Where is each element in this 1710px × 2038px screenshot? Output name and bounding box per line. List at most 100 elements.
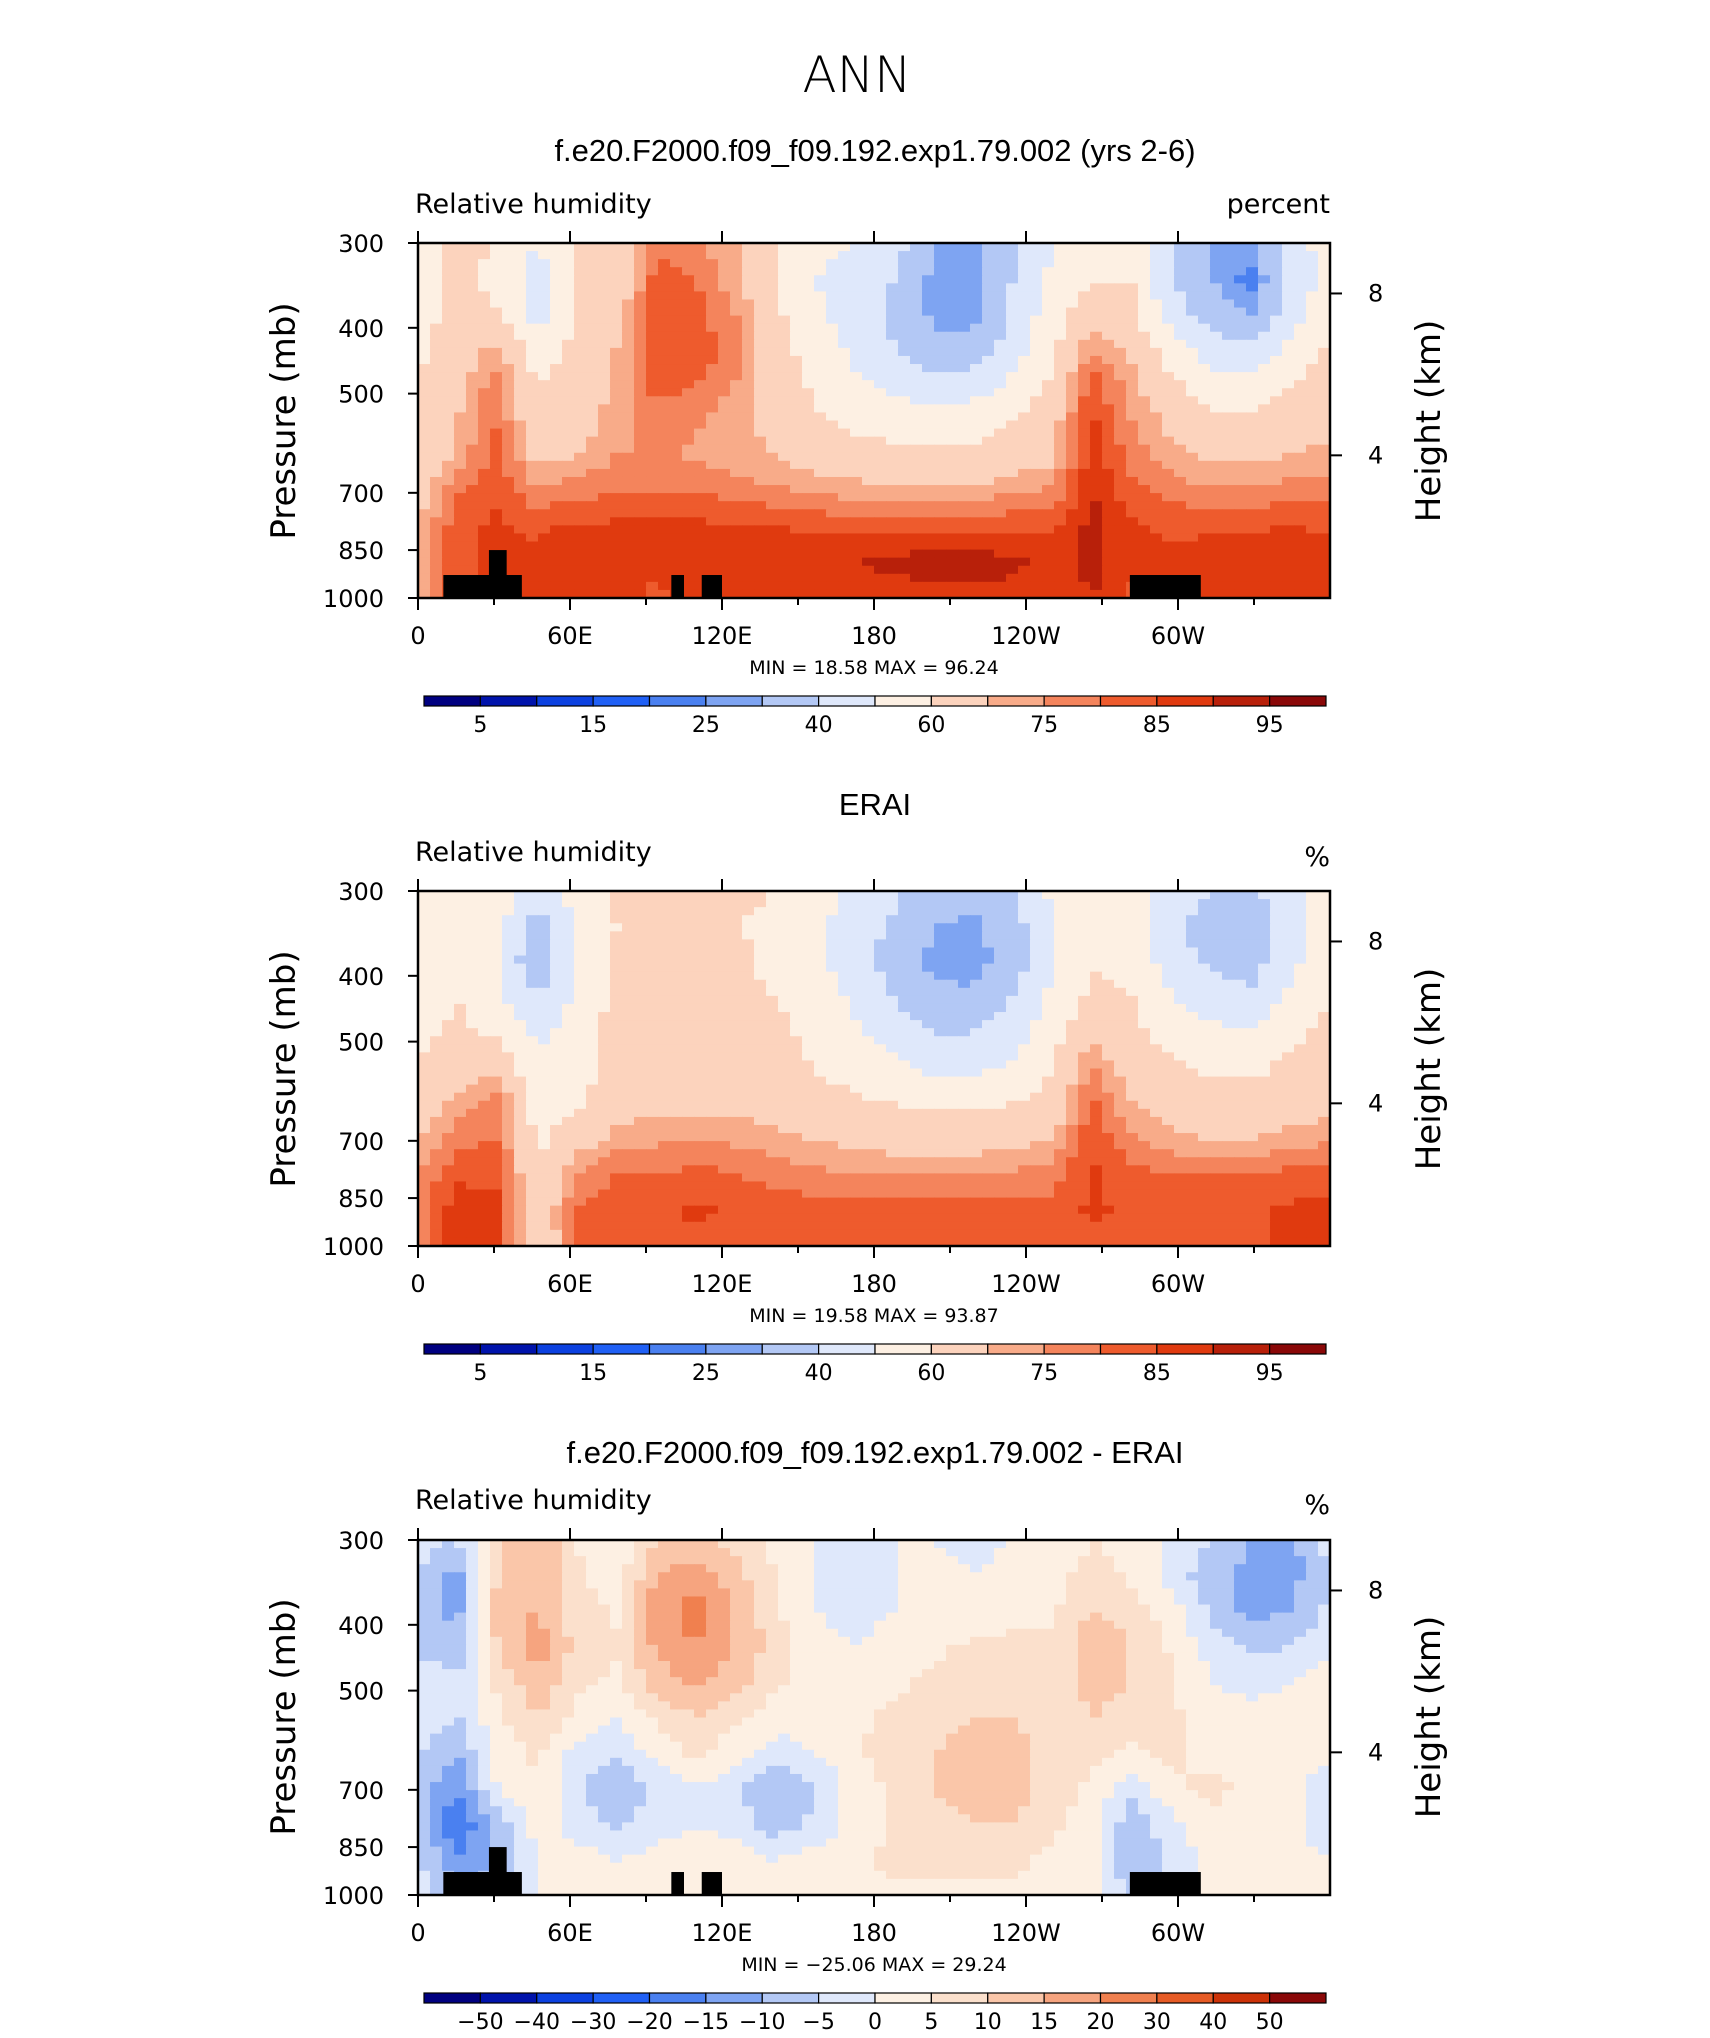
field-cell bbox=[922, 971, 935, 981]
field-cell bbox=[838, 907, 851, 916]
field-cell bbox=[1222, 501, 1235, 510]
field-cell bbox=[1066, 315, 1079, 325]
field-cell bbox=[826, 460, 839, 470]
field-cell bbox=[1114, 987, 1127, 997]
field-cell bbox=[1162, 557, 1175, 567]
field-cell bbox=[814, 1052, 827, 1062]
field-cell bbox=[754, 987, 767, 997]
field-cell bbox=[1030, 971, 1043, 981]
panel-model: f.e20.F2000.f09_f09.192.exp1.79.002 (yrs… bbox=[264, 133, 1449, 738]
field-cell bbox=[862, 1020, 875, 1029]
field-cell bbox=[622, 420, 635, 430]
field-cell bbox=[874, 468, 887, 478]
field-cell bbox=[1018, 460, 1031, 470]
field-cell bbox=[994, 533, 1007, 543]
field-cell bbox=[658, 307, 671, 317]
field-cell bbox=[1162, 891, 1175, 900]
field-cell bbox=[430, 995, 443, 1005]
field-cell bbox=[1294, 1028, 1307, 1037]
field-cell bbox=[946, 259, 959, 268]
field-cell bbox=[946, 267, 959, 276]
field-cell bbox=[490, 444, 503, 454]
field-cell bbox=[922, 915, 935, 924]
field-cell bbox=[994, 955, 1007, 965]
field-cell bbox=[970, 299, 983, 309]
field-cell bbox=[1054, 995, 1067, 1005]
field-cell bbox=[562, 963, 575, 973]
field-cell bbox=[634, 573, 647, 583]
field-cell bbox=[1114, 331, 1127, 341]
field-cell bbox=[1174, 549, 1187, 559]
field-cell bbox=[694, 1052, 707, 1062]
field-cell bbox=[742, 1012, 755, 1021]
field-cell bbox=[946, 493, 959, 502]
field-cell bbox=[1186, 347, 1199, 357]
field-cell bbox=[1042, 899, 1055, 908]
field-cell bbox=[1090, 533, 1103, 543]
field-cell bbox=[670, 485, 683, 494]
colorbar-label: 95 bbox=[1256, 713, 1284, 738]
field-cell bbox=[454, 995, 467, 1005]
field-cell bbox=[1018, 364, 1031, 373]
field-cell bbox=[418, 428, 431, 438]
field-cell bbox=[1030, 428, 1043, 438]
field-cell bbox=[682, 275, 695, 284]
field-cell bbox=[718, 468, 731, 478]
field-cell bbox=[1210, 347, 1223, 357]
field-cell bbox=[850, 468, 863, 478]
field-cell bbox=[1090, 1028, 1103, 1037]
field-cell bbox=[526, 1052, 539, 1062]
field-cell bbox=[1150, 372, 1163, 381]
field-cell bbox=[1090, 468, 1103, 478]
field-cell bbox=[790, 525, 803, 535]
field-cell bbox=[610, 1036, 623, 1045]
field-cell bbox=[1090, 412, 1103, 422]
field-cell bbox=[1258, 931, 1271, 941]
field-cell bbox=[1318, 963, 1330, 973]
field-cell bbox=[514, 493, 527, 502]
field-cell bbox=[1306, 541, 1319, 551]
field-cell bbox=[610, 963, 623, 973]
field-cell bbox=[1258, 307, 1271, 317]
field-cell bbox=[814, 907, 827, 916]
field-cell bbox=[898, 493, 911, 502]
field-cell bbox=[1318, 565, 1330, 575]
field-cell bbox=[430, 412, 443, 422]
field-cell bbox=[1006, 979, 1019, 989]
field-cell bbox=[1270, 460, 1283, 470]
field-cell bbox=[574, 931, 587, 941]
field-cell bbox=[970, 259, 983, 268]
field-cell bbox=[982, 460, 995, 470]
field-cell bbox=[766, 589, 779, 598]
field-cell bbox=[1030, 533, 1043, 543]
field-cell bbox=[874, 476, 887, 486]
field-cell bbox=[694, 388, 707, 397]
field-cell bbox=[1090, 541, 1103, 551]
field-cell bbox=[1042, 987, 1055, 997]
field-cell bbox=[1090, 460, 1103, 470]
field-cell bbox=[1090, 364, 1103, 373]
field-cell bbox=[970, 243, 983, 252]
field-cell bbox=[610, 1003, 623, 1013]
field-cell bbox=[1234, 339, 1247, 349]
field-cell bbox=[826, 1012, 839, 1021]
field-cell bbox=[1306, 1020, 1319, 1029]
field-cell bbox=[622, 485, 635, 494]
field-cell bbox=[1042, 939, 1055, 949]
field-cell bbox=[958, 331, 971, 341]
field-cell bbox=[574, 891, 587, 900]
field-cell bbox=[802, 460, 815, 470]
field-cell bbox=[778, 372, 791, 381]
field-cell bbox=[1114, 549, 1127, 559]
field-cell bbox=[1282, 468, 1295, 478]
field-cell bbox=[898, 899, 911, 908]
field-cell bbox=[790, 267, 803, 276]
field-cell bbox=[1090, 1012, 1103, 1021]
field-cell bbox=[574, 315, 587, 325]
field-cell bbox=[1198, 557, 1211, 567]
field-cell bbox=[994, 1012, 1007, 1021]
panel-model-y-axis-label: Pressure (mb) bbox=[264, 302, 304, 539]
field-cell bbox=[730, 549, 743, 559]
field-cell bbox=[862, 915, 875, 924]
field-cell bbox=[418, 436, 431, 446]
